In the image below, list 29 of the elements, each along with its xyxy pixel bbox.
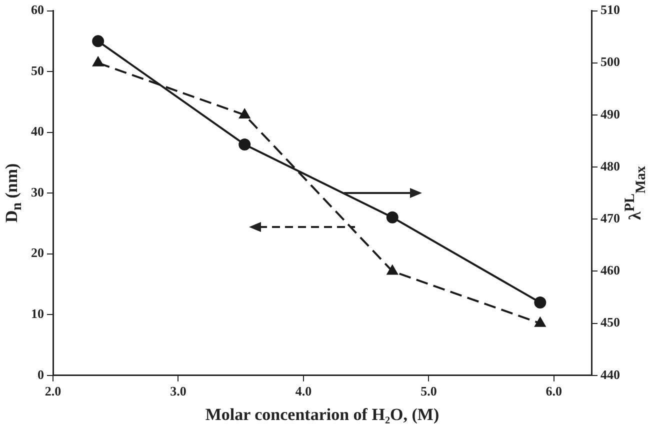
y-tick-label: 0 — [38, 366, 44, 382]
y2-tick-label: 460 — [600, 262, 620, 278]
y-tick-label: 50 — [31, 62, 44, 78]
y-tick-label: 30 — [31, 184, 44, 200]
point — [238, 138, 251, 150]
x-tick-label: 3.0 — [170, 384, 186, 399]
y-tick-label: 10 — [31, 306, 44, 321]
x-tick-label: 5.0 — [420, 384, 437, 399]
point — [239, 108, 250, 118]
x-tick-label: 2.0 — [44, 384, 62, 399]
point — [386, 211, 398, 224]
x-tick-label: 4.0 — [295, 384, 312, 399]
y-tick-label: 40 — [31, 124, 44, 139]
y-tick-label: 60 — [31, 2, 44, 18]
y2-tick-label: 450 — [600, 314, 620, 330]
y2-tick-label: 500 — [600, 54, 620, 70]
y2-tick-label: 440 — [600, 366, 620, 382]
y-tick-label: 20 — [31, 245, 44, 260]
point — [92, 35, 104, 48]
point — [534, 296, 546, 308]
y2-tick-label: 510 — [600, 2, 620, 18]
point — [534, 317, 546, 327]
point — [387, 265, 398, 275]
point — [92, 56, 104, 66]
y2-tick-label: 470 — [600, 210, 620, 226]
x-tick-label: 6.0 — [546, 384, 562, 399]
y2-tick-label: 480 — [600, 158, 620, 174]
x-axis-title: Molar concentarion of H₂O, (M) — [205, 405, 440, 426]
y2-tick-label: 490 — [600, 106, 620, 122]
